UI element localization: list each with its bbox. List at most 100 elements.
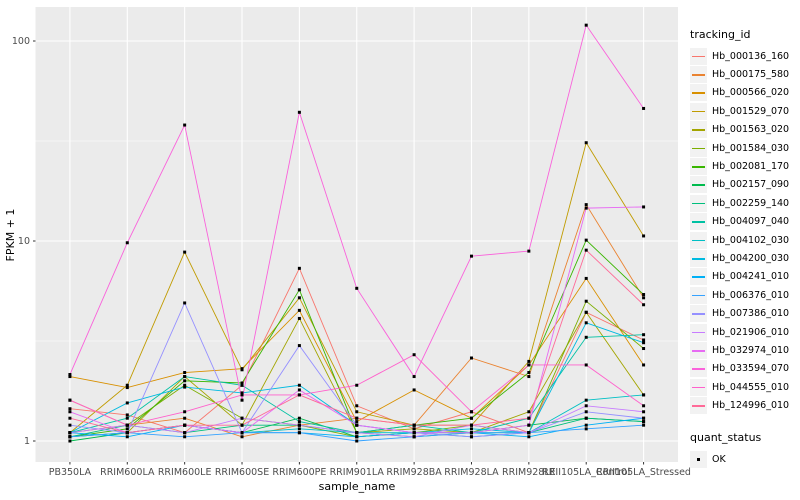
data-point [642,296,646,300]
data-point [642,205,646,209]
legend-key-line-icon [690,194,707,212]
data-point [183,435,187,439]
legend-entry: Hb_004200_030 [690,249,800,267]
data-point [355,286,359,290]
legend-key-line-icon [690,139,707,157]
data-point [584,416,588,420]
data-point [527,375,531,379]
legend-panel: tracking_id Hb_000136_160 Hb_000175_580 Hb… [684,0,800,500]
data-point [297,344,301,348]
x-tick-label: RRIM600PE [272,467,326,478]
legend-color-line [692,74,705,76]
legend-color-line [692,110,705,113]
data-point [527,423,531,427]
data-points [68,23,646,443]
legend-color-line [692,331,705,334]
data-point [68,435,72,439]
data-point [355,410,359,414]
legend-key-line-icon [690,360,707,378]
data-point [527,363,531,367]
x-tick-label: RRIM928LA [444,467,499,478]
data-point [68,410,72,414]
data-point [297,416,301,420]
x-tick-label: RRII105LA_Stressed [596,467,691,478]
legend-entry: Hb_001563_020 [690,121,800,139]
legend-color-line [692,55,705,58]
legend-entry: Hb_124996_010 [690,396,800,415]
data-point [183,423,187,427]
data-point [642,333,646,337]
data-point [125,427,129,431]
data-point [584,423,588,427]
legend-entry: Hb_000175_580 [690,65,800,84]
data-point [183,379,187,383]
legend-key-line-icon [690,397,707,415]
data-point [584,427,588,431]
legend-entry-label: Hb_004097_040 [712,216,790,228]
legend-key-line-icon [690,84,707,102]
x-tick-label: RRIM901LA [330,467,385,478]
data-point [297,308,301,312]
data-point [469,427,473,431]
data-point [642,423,646,427]
data-point [412,431,416,435]
data-point [183,301,187,305]
legend-entry: Hb_002081_170 [690,157,800,176]
legend-key-line-icon [690,213,707,231]
legend-entry-label: Hb_032974_010 [712,344,790,356]
data-point [642,420,646,424]
data-point [584,310,588,314]
data-point [240,423,244,427]
black-square-point-icon [697,457,701,461]
data-point [355,435,359,439]
legend-key-line-icon [690,323,707,341]
legend-color-line [692,349,705,352]
legend-color-line [692,184,705,187]
x-tick-label: RRII105LA_Control [542,467,630,478]
axis-ticks: 1 10 100 PB350LA RRIM600LA RRIM600LE RRIM600SE… [12,36,691,478]
data-point [355,383,359,387]
data-point [412,375,416,379]
data-point [527,416,531,420]
data-point [355,423,359,427]
data-point [68,373,72,377]
legend-entry: Hb_007386_010 [690,304,800,323]
data-point [642,106,646,110]
legend-color-line [692,313,705,315]
data-point [68,407,72,411]
legend-entry-label: Hb_002081_170 [712,161,790,173]
data-point [584,141,588,145]
legend-entry: Hb_004102_030 [690,231,800,249]
x-axis-title: sample_name [319,480,396,493]
data-point [297,420,301,424]
legend-title-quant-status: quant_status [690,430,762,444]
legend-entry: Hb_004097_040 [690,213,800,231]
legend-entry: Hb_001584_030 [690,139,800,157]
data-point [183,410,187,414]
legend-entry: Hb_004241_010 [690,268,800,286]
quant-status-entry: OK [690,450,800,468]
data-point [297,431,301,435]
data-point [469,410,473,414]
data-point [297,427,301,431]
data-point [297,296,301,300]
legend-color-line [692,166,705,168]
legend-key-line-icon [690,249,707,267]
legend-key-line-icon [690,305,707,323]
quant-status-legend-list: OK [690,450,800,468]
data-point [183,431,187,435]
data-point [584,23,588,27]
data-point [527,359,531,363]
data-point [297,316,301,320]
data-point [584,206,588,210]
legend-entry: Hb_044555_010 [690,378,800,396]
data-point [297,288,301,292]
data-point [297,266,301,270]
legend-entry: Hb_033594_070 [690,360,800,378]
legend-entry: Hb_006376_010 [690,286,800,304]
data-point [240,383,244,387]
data-point [642,404,646,408]
data-point [412,427,416,431]
plot-area: 1 10 100 PB350LA RRIM600LA RRIM600LE RRIM600SE… [4,7,691,493]
legend-entry-label: Hb_001584_030 [712,142,790,154]
